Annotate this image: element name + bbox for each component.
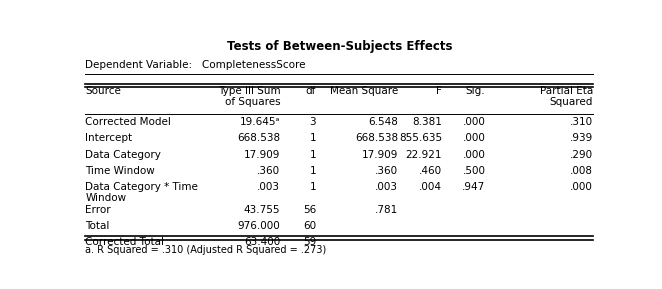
Text: .310: .310 (570, 117, 593, 127)
Text: Mean Square: Mean Square (330, 86, 399, 96)
Text: Partial Eta
Squared: Partial Eta Squared (540, 86, 593, 108)
Text: .000: .000 (571, 181, 593, 192)
Text: 1: 1 (310, 149, 316, 160)
Text: Source: Source (85, 86, 121, 96)
Text: .781: .781 (375, 205, 399, 215)
Text: 1: 1 (310, 134, 316, 143)
Text: Corrected Total: Corrected Total (85, 237, 164, 247)
Text: 3: 3 (310, 117, 316, 127)
Text: Sig.: Sig. (466, 86, 485, 96)
Text: .000: .000 (463, 149, 485, 160)
Text: 59: 59 (303, 237, 316, 247)
Text: .360: .360 (257, 166, 280, 175)
Text: df: df (306, 86, 316, 96)
Text: a. R Squared = .310 (Adjusted R Squared = .273): a. R Squared = .310 (Adjusted R Squared … (85, 245, 326, 255)
Text: .939: .939 (570, 134, 593, 143)
Text: Time Window: Time Window (85, 166, 155, 175)
Text: .003: .003 (258, 181, 280, 192)
Text: Intercept: Intercept (85, 134, 132, 143)
Text: 56: 56 (303, 205, 316, 215)
Text: Total: Total (85, 221, 110, 231)
Text: Type III Sum
of Squares: Type III Sum of Squares (218, 86, 280, 108)
Text: 22.921: 22.921 (405, 149, 442, 160)
Text: 8.381: 8.381 (412, 117, 442, 127)
Text: 1: 1 (310, 166, 316, 175)
Text: 19.645ᵃ: 19.645ᵃ (240, 117, 280, 127)
Text: .004: .004 (419, 181, 442, 192)
Text: 17.909: 17.909 (244, 149, 280, 160)
Text: Data Category * Time
Window: Data Category * Time Window (85, 181, 198, 203)
Text: 63.400: 63.400 (244, 237, 280, 247)
Text: 855.635: 855.635 (399, 134, 442, 143)
Text: 668.538: 668.538 (237, 134, 280, 143)
Text: .008: .008 (570, 166, 593, 175)
Text: .500: .500 (463, 166, 485, 175)
Text: 668.538: 668.538 (355, 134, 399, 143)
Text: 17.909: 17.909 (362, 149, 399, 160)
Text: Dependent Variable:   CompletenessScore: Dependent Variable: CompletenessScore (85, 60, 306, 70)
Text: 1: 1 (310, 181, 316, 192)
Text: .460: .460 (419, 166, 442, 175)
Text: 6.548: 6.548 (368, 117, 399, 127)
Text: 60: 60 (303, 221, 316, 231)
Text: F: F (436, 86, 442, 96)
Text: .003: .003 (375, 181, 399, 192)
Text: .000: .000 (463, 134, 485, 143)
Text: 43.755: 43.755 (244, 205, 280, 215)
Text: Data Category: Data Category (85, 149, 161, 160)
Text: 976.000: 976.000 (238, 221, 280, 231)
Text: Error: Error (85, 205, 111, 215)
Text: .000: .000 (463, 117, 485, 127)
Text: .360: .360 (375, 166, 399, 175)
Text: Corrected Model: Corrected Model (85, 117, 171, 127)
Text: Tests of Between-Subjects Effects: Tests of Between-Subjects Effects (226, 40, 452, 53)
Text: .290: .290 (570, 149, 593, 160)
Text: .947: .947 (462, 181, 485, 192)
